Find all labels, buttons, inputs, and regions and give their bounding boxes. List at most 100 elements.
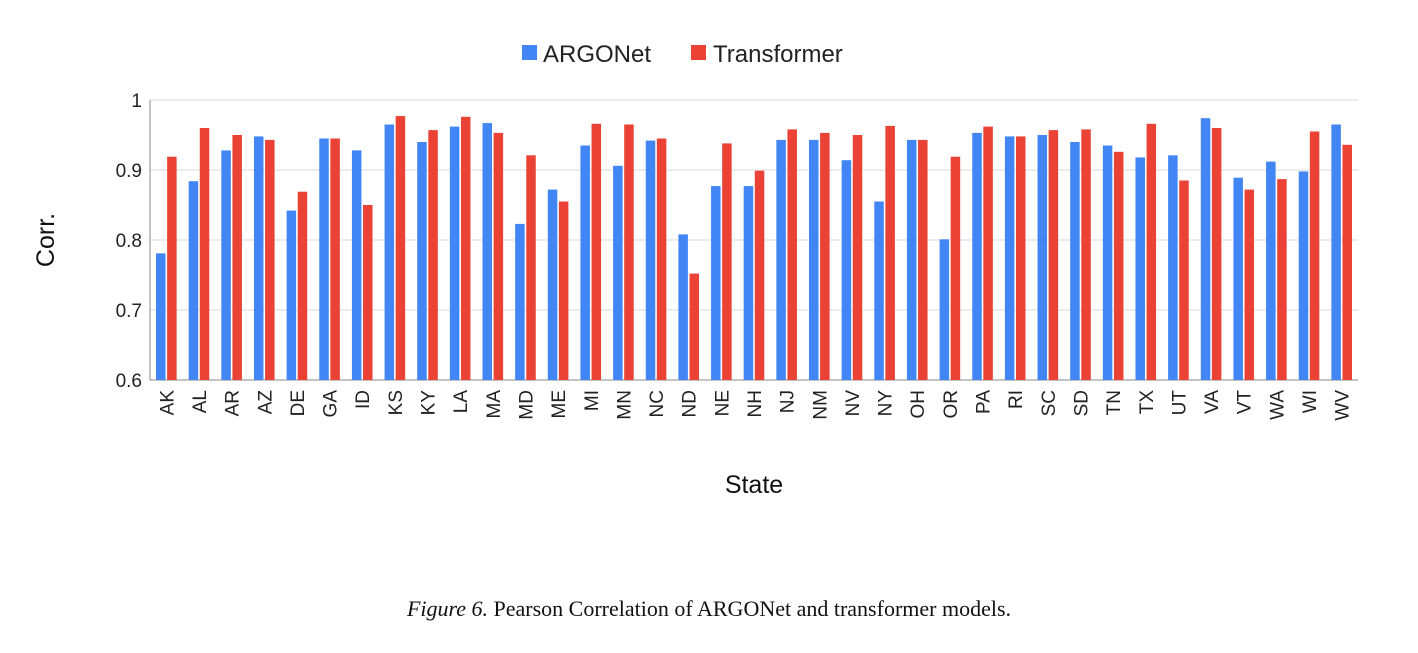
bar-argonet-sd — [1070, 142, 1080, 380]
bar-transformer-ky — [428, 130, 438, 380]
x-tick-label-al: AL — [190, 390, 211, 413]
bar-argonet-ri — [1004, 136, 1015, 380]
bar-argonet-wv — [1331, 124, 1341, 380]
x-tick-label-la: LA — [451, 390, 472, 414]
bar-argonet-wa — [1266, 161, 1276, 380]
bar-argonet-ks — [384, 124, 395, 380]
bar-argonet-id — [351, 150, 362, 380]
x-tick-label-ak: AK — [157, 390, 178, 416]
y-tick-label: 0.6 — [116, 371, 142, 392]
legend-label-argonet: ARGONet — [543, 41, 651, 68]
bar-transformer-pa — [983, 126, 993, 380]
bar-transformer-ri — [1015, 136, 1026, 380]
bar-transformer-mi — [591, 123, 602, 381]
bar-transformer-tn — [1113, 151, 1124, 380]
bar-transformer-ga — [330, 138, 340, 380]
x-tick-label-tx: TX — [1137, 390, 1158, 415]
bars — [156, 116, 1352, 381]
x-tick-label-wv: WV — [1333, 390, 1354, 421]
x-tick-label-nc: NC — [647, 390, 668, 417]
bar-argonet-ak — [156, 253, 166, 380]
y-tick-label: 0.9 — [116, 161, 142, 182]
bar-transformer-nd — [689, 273, 700, 380]
bar-argonet-tx — [1135, 157, 1145, 380]
y-tick-labels: 0.6 0.7 0.8 0.9 1 — [116, 91, 142, 392]
bar-argonet-ar — [221, 150, 231, 380]
bar-transformer-ak — [167, 156, 177, 380]
bar-transformer-sd — [1081, 129, 1091, 380]
bar-argonet-nh — [743, 186, 754, 380]
x-tick-label-sc: SC — [1039, 390, 1060, 416]
x-tick-label-de: DE — [288, 390, 309, 416]
bar-transformer-ne — [722, 143, 732, 380]
x-tick-label-ne: NE — [712, 390, 733, 416]
bar-transformer-ny — [885, 125, 895, 381]
x-tick-label-nd: ND — [680, 390, 701, 417]
bar-transformer-nc — [656, 138, 667, 380]
bar-transformer-or — [950, 156, 961, 380]
x-tick-label-nm: NM — [810, 390, 831, 420]
x-tick-label-sd: SD — [1071, 390, 1092, 416]
x-tick-label-md: MD — [516, 390, 537, 420]
legend-swatch-argonet — [522, 45, 537, 60]
x-tick-labels: AK AL AR AZ DE GA ID KS KY LA MA MD ME MI MN NC ND NE NH NJ… — [157, 390, 1353, 421]
bar-argonet-tn — [1102, 145, 1113, 380]
x-tick-label-ar: AR — [223, 390, 244, 416]
bar-transformer-nm — [820, 132, 830, 380]
bar-argonet-wi — [1298, 171, 1309, 380]
bar-argonet-or — [939, 239, 950, 380]
bar-transformer-vt — [1244, 189, 1255, 380]
bar-argonet-ut — [1168, 155, 1178, 380]
bar-argonet-nc — [645, 140, 656, 380]
x-tick-label-nj: NJ — [778, 390, 799, 413]
y-tick-label: 0.7 — [116, 301, 142, 322]
x-tick-label-tn: TN — [1104, 390, 1125, 415]
x-tick-label-va: VA — [1202, 390, 1223, 414]
bar-argonet-mn — [613, 165, 623, 380]
x-tick-label-ny: NY — [876, 390, 897, 417]
legend-label-transformer: Transformer — [713, 41, 843, 68]
y-tick-label: 0.8 — [116, 231, 142, 252]
bar-transformer-tx — [1146, 123, 1157, 381]
bar-transformer-me — [558, 201, 569, 380]
bar-argonet-nj — [776, 139, 786, 380]
bar-transformer-mn — [624, 124, 634, 380]
bar-transformer-oh — [918, 139, 928, 380]
bar-argonet-az — [253, 136, 264, 380]
bar-transformer-nh — [754, 170, 765, 380]
x-tick-label-ma: MA — [484, 390, 505, 419]
figure-caption: Figure 6. Pearson Correlation of ARGONet… — [0, 596, 1418, 622]
bar-argonet-vt — [1233, 177, 1243, 380]
x-tick-label-wi: WI — [1300, 390, 1321, 413]
x-tick-label-id: ID — [353, 390, 374, 409]
bar-transformer-wi — [1309, 131, 1320, 380]
bar-transformer-wa — [1277, 179, 1287, 380]
x-axis-title: State — [725, 471, 783, 499]
bar-transformer-md — [526, 155, 536, 380]
bar-chart: 0.6 0.7 0.8 0.9 1 AK AL AR AZ DE GA ID KS KY LA MA MD ME… — [32, 41, 1358, 499]
grid-lines — [150, 99, 1358, 381]
bar-argonet-ga — [319, 138, 329, 380]
x-tick-label-or: OR — [941, 390, 962, 419]
bar-argonet-ne — [711, 186, 721, 380]
bar-transformer-az — [265, 139, 275, 380]
bar-argonet-nd — [678, 234, 688, 380]
bar-transformer-ar — [232, 135, 242, 380]
x-tick-label-ga: GA — [321, 390, 342, 418]
bar-transformer-ut — [1179, 180, 1189, 380]
x-tick-label-me: ME — [549, 390, 570, 419]
bar-transformer-nv — [852, 135, 863, 380]
x-tick-label-pa: PA — [974, 390, 995, 414]
legend: ARGONet Transformer — [522, 41, 843, 68]
x-tick-label-oh: OH — [908, 390, 929, 419]
bar-transformer-id — [363, 205, 373, 380]
x-tick-label-mn: MN — [614, 390, 635, 420]
x-tick-label-ri: RI — [1006, 390, 1027, 409]
bar-argonet-nv — [841, 160, 852, 380]
x-tick-label-ky: KY — [419, 390, 440, 416]
bar-argonet-al — [188, 181, 199, 380]
x-tick-label-ks: KS — [386, 390, 407, 415]
bar-transformer-la — [460, 116, 471, 381]
x-tick-label-nh: NH — [745, 390, 766, 417]
bar-argonet-mi — [580, 145, 590, 380]
